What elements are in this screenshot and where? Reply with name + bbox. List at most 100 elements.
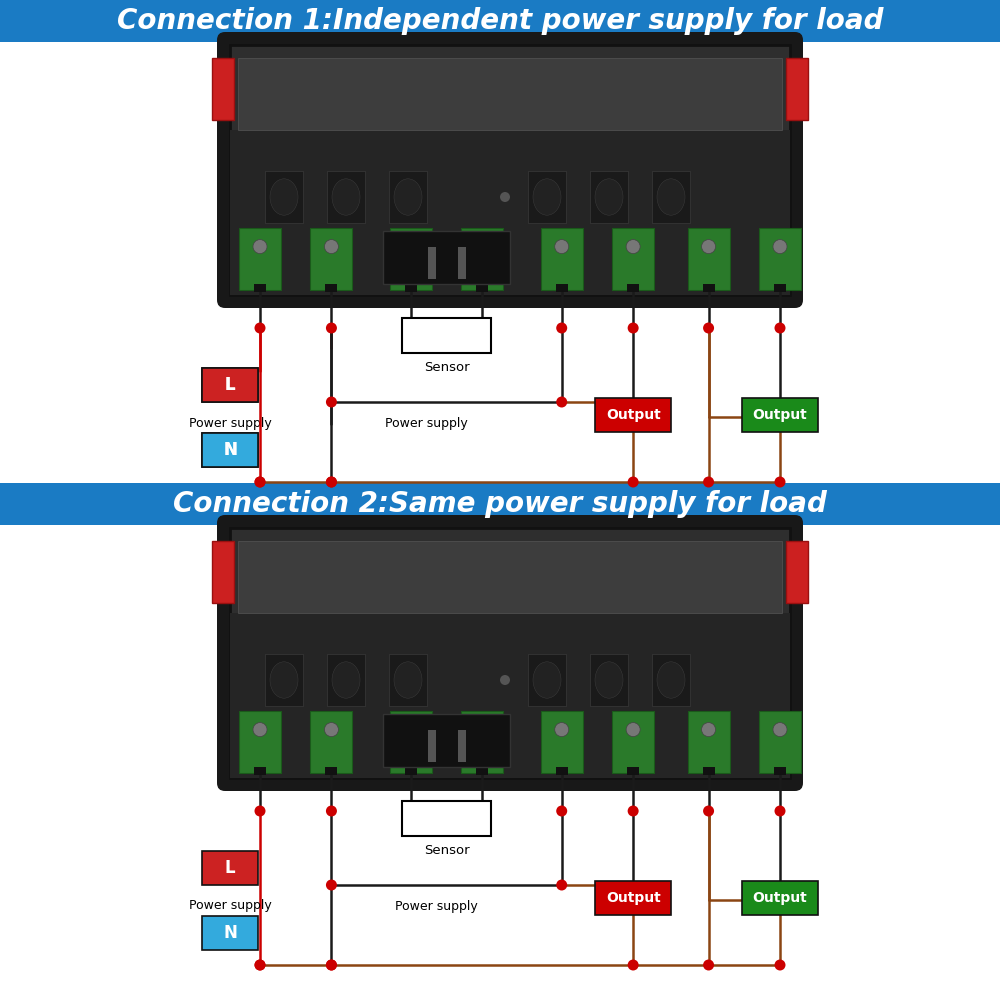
Circle shape: [773, 240, 787, 254]
Bar: [390, 711, 432, 773]
Bar: [541, 228, 583, 290]
Circle shape: [774, 960, 786, 970]
Bar: [652, 654, 690, 706]
Circle shape: [254, 476, 265, 487]
Bar: [325, 767, 337, 775]
Circle shape: [774, 322, 786, 333]
Bar: [428, 730, 436, 762]
Bar: [212, 58, 234, 120]
Text: Power supply: Power supply: [385, 417, 468, 430]
Bar: [238, 541, 782, 613]
Bar: [239, 711, 281, 773]
Circle shape: [475, 240, 489, 254]
Bar: [590, 171, 628, 223]
Circle shape: [404, 723, 418, 737]
Circle shape: [556, 806, 567, 816]
Text: N: N: [223, 924, 237, 942]
Bar: [786, 541, 808, 603]
Text: Output: Output: [753, 891, 807, 905]
Ellipse shape: [533, 179, 561, 215]
FancyBboxPatch shape: [595, 881, 671, 915]
Circle shape: [628, 960, 639, 970]
Text: Power supply: Power supply: [395, 900, 478, 913]
FancyBboxPatch shape: [742, 881, 818, 915]
Text: Connection 2:Same power supply for load: Connection 2:Same power supply for load: [173, 490, 827, 518]
Circle shape: [628, 476, 639, 487]
Circle shape: [774, 806, 786, 816]
Circle shape: [626, 723, 640, 737]
Bar: [265, 171, 303, 223]
Bar: [688, 711, 730, 773]
Text: Connection 1:Independent power supply for load: Connection 1:Independent power supply fo…: [117, 7, 883, 35]
Ellipse shape: [595, 179, 623, 215]
Circle shape: [326, 806, 337, 816]
Bar: [310, 228, 352, 290]
Bar: [0, 0, 1000, 42]
Circle shape: [326, 960, 337, 970]
Bar: [230, 528, 790, 778]
Text: Sensor: Sensor: [424, 361, 469, 374]
Circle shape: [703, 476, 714, 487]
Circle shape: [253, 723, 267, 737]
Bar: [612, 228, 654, 290]
Bar: [405, 284, 417, 292]
Ellipse shape: [270, 662, 298, 698]
Bar: [390, 228, 432, 290]
Bar: [230, 45, 790, 295]
Bar: [383, 714, 510, 767]
Circle shape: [254, 960, 265, 970]
Bar: [428, 247, 436, 279]
Text: L: L: [225, 859, 235, 877]
Ellipse shape: [595, 662, 623, 698]
Circle shape: [556, 322, 567, 333]
Circle shape: [254, 960, 265, 970]
Circle shape: [774, 476, 786, 487]
Bar: [405, 767, 417, 775]
FancyBboxPatch shape: [217, 32, 803, 308]
Bar: [652, 171, 690, 223]
Bar: [325, 284, 337, 292]
Text: Sensor: Sensor: [424, 844, 469, 857]
Bar: [556, 284, 568, 292]
Circle shape: [326, 396, 337, 408]
Bar: [759, 228, 801, 290]
Circle shape: [628, 806, 639, 816]
Bar: [476, 284, 488, 292]
Bar: [310, 711, 352, 773]
Circle shape: [626, 240, 640, 254]
Bar: [627, 284, 639, 292]
Circle shape: [555, 240, 569, 254]
Bar: [230, 130, 790, 295]
Circle shape: [556, 880, 567, 891]
Bar: [212, 541, 234, 603]
Bar: [254, 767, 266, 775]
Ellipse shape: [657, 662, 685, 698]
Circle shape: [326, 960, 337, 970]
Circle shape: [324, 723, 338, 737]
Circle shape: [556, 396, 567, 408]
Circle shape: [702, 240, 716, 254]
Bar: [703, 284, 715, 292]
Ellipse shape: [332, 179, 360, 215]
Bar: [238, 58, 782, 130]
Bar: [627, 767, 639, 775]
Text: Power supply: Power supply: [189, 900, 271, 913]
FancyBboxPatch shape: [202, 433, 258, 467]
Bar: [327, 171, 365, 223]
Bar: [528, 654, 566, 706]
Text: N: N: [223, 441, 237, 459]
Bar: [239, 228, 281, 290]
Text: N: N: [223, 441, 237, 459]
Bar: [389, 654, 427, 706]
Bar: [327, 654, 365, 706]
Circle shape: [703, 806, 714, 816]
Bar: [703, 767, 715, 775]
Text: L: L: [225, 376, 235, 394]
Bar: [458, 730, 466, 762]
Circle shape: [628, 322, 639, 333]
Bar: [254, 284, 266, 292]
Bar: [786, 58, 808, 120]
Circle shape: [500, 675, 510, 685]
Bar: [612, 711, 654, 773]
Text: Power supply: Power supply: [189, 416, 271, 430]
